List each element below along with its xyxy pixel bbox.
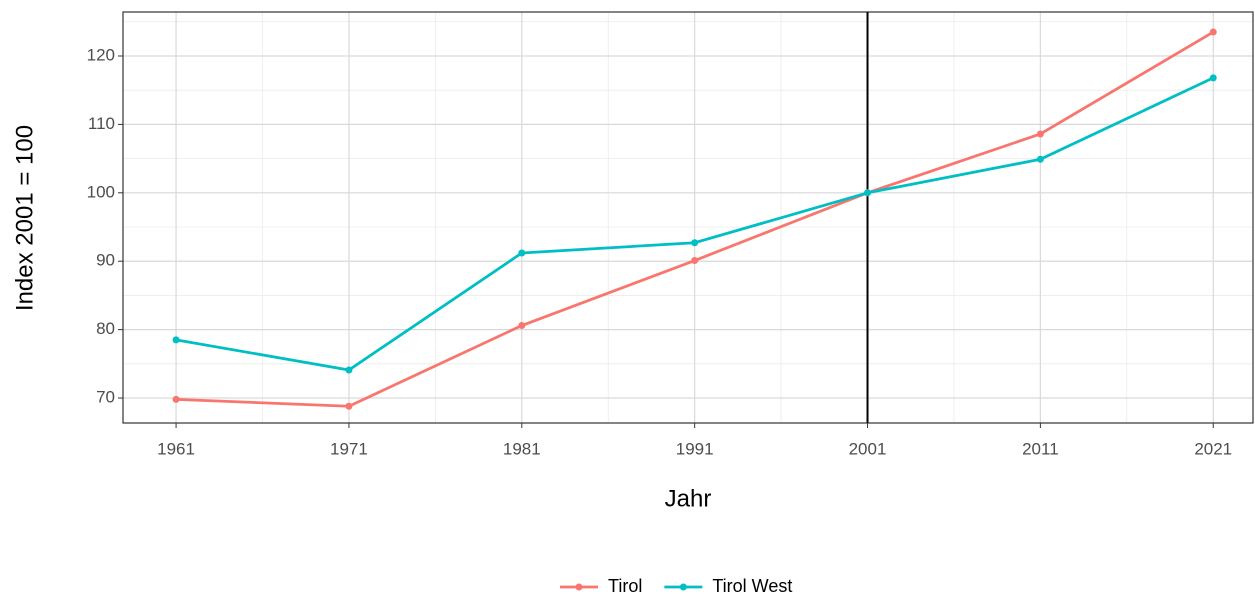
x-tick-label: 1991 (676, 439, 714, 458)
y-axis-title: Index 2001 = 100 (11, 125, 38, 311)
x-tick-label: 1981 (503, 439, 541, 458)
legend-label: Tirol West (712, 576, 792, 596)
legend-point (575, 583, 583, 591)
y-tick-label: 110 (88, 114, 115, 133)
data-point (345, 402, 353, 410)
data-point (1036, 130, 1044, 138)
data-point (1036, 155, 1044, 163)
legend-point (679, 583, 687, 591)
x-tick-label: 1961 (157, 439, 195, 458)
y-tick-label: 70 (96, 388, 115, 407)
y-tick-label: 80 (96, 319, 115, 338)
data-point (172, 395, 180, 403)
x-tick-label: 2001 (849, 439, 887, 458)
legend-label: Tirol (608, 576, 642, 596)
data-point (691, 239, 699, 247)
data-point (172, 336, 180, 344)
x-axis-title: Jahr (665, 485, 712, 512)
y-tick-label: 120 (87, 45, 115, 64)
y-tick-label: 90 (96, 251, 115, 270)
data-point (864, 189, 872, 197)
y-tick-label: 100 (87, 182, 115, 201)
data-point (1209, 28, 1217, 36)
data-point (1209, 74, 1217, 82)
x-tick-label: 2011 (1022, 439, 1059, 458)
data-point (691, 257, 699, 265)
panel-border (122, 11, 1254, 424)
data-point (345, 366, 353, 374)
x-tick-label: 2021 (1194, 439, 1232, 458)
data-point (518, 322, 526, 330)
x-tick-label: 1971 (330, 439, 368, 458)
data-point (518, 249, 526, 257)
